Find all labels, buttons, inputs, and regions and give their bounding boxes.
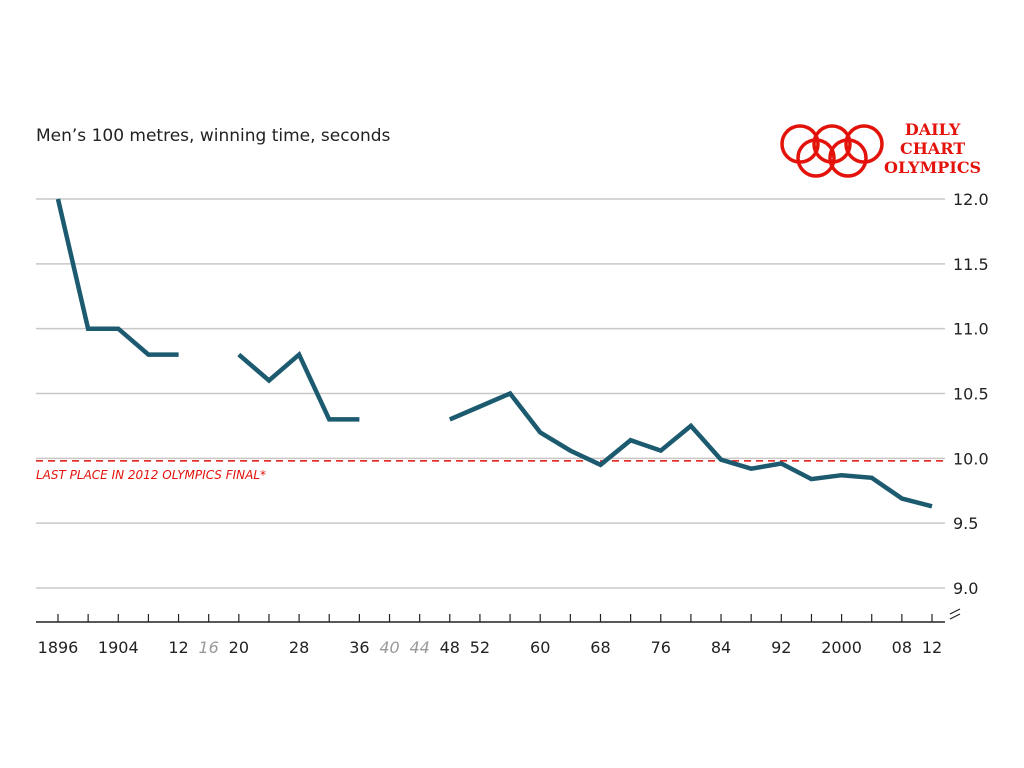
x-axis bbox=[36, 608, 961, 623]
series-group bbox=[55, 198, 933, 509]
y-axis-labels: 12.0 11.5 11.0 10.5 10.0 9.5 9.0 bbox=[953, 190, 989, 598]
daily-chart-olympics-logo: DAILY CHART OLYMPICS bbox=[778, 118, 998, 182]
x-tick-label: 52 bbox=[470, 638, 490, 657]
x-tick-label: 1904 bbox=[98, 638, 139, 657]
x-tick-label: 36 bbox=[349, 638, 369, 657]
x-tick-label: 16 bbox=[199, 638, 219, 657]
axis-break-mark bbox=[949, 608, 961, 615]
brand-line-olympics: OLYMPICS bbox=[884, 158, 982, 177]
olympic-rings-icon bbox=[780, 124, 884, 178]
x-tick-label: 12 bbox=[168, 638, 188, 657]
x-tick-label: 76 bbox=[651, 638, 671, 657]
y-tick-label: 9.5 bbox=[953, 514, 978, 533]
axis-break-mark bbox=[949, 613, 961, 620]
brand-line-daily: DAILY bbox=[904, 120, 961, 139]
y-tick-label: 10.0 bbox=[953, 449, 989, 468]
x-tick-label: 1896 bbox=[38, 638, 79, 657]
x-tick-label: 44 bbox=[409, 638, 429, 657]
x-tick-label: 2000 bbox=[821, 638, 862, 657]
x-tick-label: 28 bbox=[289, 638, 309, 657]
y-tick-label: 12.0 bbox=[953, 190, 989, 209]
x-tick-label: 48 bbox=[440, 638, 460, 657]
x-tick-label: 08 bbox=[892, 638, 912, 657]
x-tick-label: 40 bbox=[379, 638, 399, 657]
y-tick-label: 11.5 bbox=[953, 255, 989, 274]
series-line-segment bbox=[55, 198, 179, 357]
x-tick-label: 12 bbox=[922, 638, 942, 657]
reference-line-group: LAST PLACE IN 2012 OLYMPICS FINAL* bbox=[36, 460, 945, 482]
x-axis-labels: 1896 1904 12 16 20 28 36 40 44 48 52 60 68 76 84 92 2000… bbox=[38, 638, 943, 657]
reference-line-label: LAST PLACE IN 2012 OLYMPICS FINAL* bbox=[36, 468, 266, 482]
gridlines bbox=[36, 198, 945, 589]
x-tick-label: 60 bbox=[530, 638, 550, 657]
x-tick-label: 92 bbox=[771, 638, 791, 657]
brand-text: DAILY CHART OLYMPICS bbox=[884, 120, 981, 177]
series-line-segment bbox=[237, 350, 360, 422]
y-tick-label: 9.0 bbox=[953, 579, 978, 598]
x-tick-label: 20 bbox=[229, 638, 249, 657]
x-tick-label: 84 bbox=[711, 638, 731, 657]
x-tick-label: 68 bbox=[590, 638, 610, 657]
brand-line-chart: CHART bbox=[899, 139, 966, 158]
y-tick-label: 10.5 bbox=[953, 385, 989, 404]
chart-title: Men’s 100 metres, winning time, seconds bbox=[36, 126, 391, 146]
series-line-segment bbox=[448, 390, 933, 509]
y-tick-label: 11.0 bbox=[953, 320, 989, 339]
